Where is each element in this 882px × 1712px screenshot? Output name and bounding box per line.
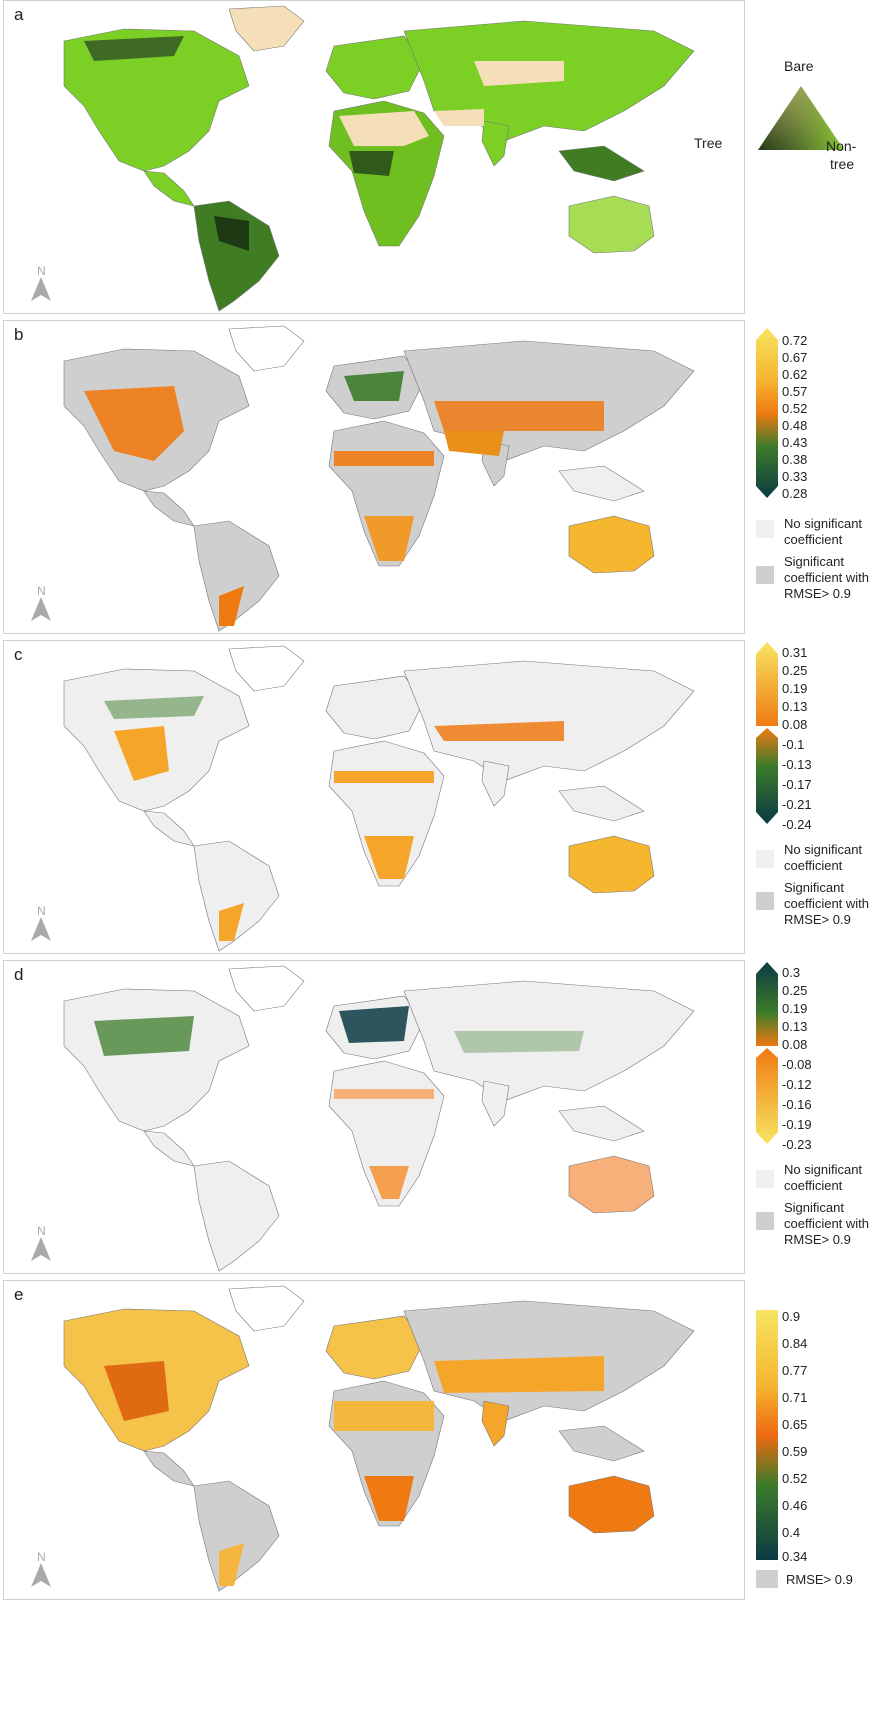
tick-label: 0.3 bbox=[782, 965, 801, 980]
tick-label: -0.24 bbox=[782, 817, 812, 832]
tick-label: 0.65 bbox=[782, 1417, 808, 1432]
no-significant-swatch bbox=[756, 520, 774, 538]
north-arrow-icon: N bbox=[26, 903, 56, 943]
tick-label: 0.59 bbox=[782, 1444, 808, 1459]
rmse-label: RMSE> 0.9 bbox=[786, 1572, 853, 1587]
panel-letter: d bbox=[14, 965, 24, 984]
map-frame: c N bbox=[3, 640, 745, 954]
tick-label: -0.08 bbox=[782, 1057, 812, 1072]
tick-label: 0.9 bbox=[782, 1309, 801, 1324]
tick-label: 0.13 bbox=[782, 1019, 808, 1034]
panel-d: d N 0.3 0.25 0.19 bbox=[0, 960, 882, 1274]
tick-label: -0.21 bbox=[782, 797, 812, 812]
tick-label: 0.34 bbox=[782, 1549, 808, 1564]
map-frame: b N bbox=[3, 320, 745, 634]
rmse-swatch bbox=[756, 1570, 778, 1588]
world-map-b bbox=[63, 325, 695, 632]
map-frame: d N bbox=[3, 960, 745, 1274]
ternary-triangle bbox=[758, 86, 844, 150]
tick-label: 0.52 bbox=[782, 1471, 808, 1486]
rmse-label: Significant coefficient with RMSE> 0.9 bbox=[784, 880, 870, 927]
colorbar bbox=[756, 1310, 778, 1560]
tick-label: 0.19 bbox=[782, 1001, 808, 1016]
tick-label: 0.08 bbox=[782, 717, 808, 732]
colorbar bbox=[756, 328, 778, 498]
north-arrow-icon: N bbox=[26, 1549, 56, 1589]
tick-label: 0.67 bbox=[782, 350, 808, 365]
panel-letter: e bbox=[14, 1285, 24, 1304]
north-arrow-icon: N bbox=[26, 583, 56, 623]
panel-c: c N 0.31 0.25 0.19 bbox=[0, 640, 882, 954]
north-label: N bbox=[37, 1550, 46, 1564]
tick-label: 0.72 bbox=[782, 333, 808, 348]
tick-label: 0.52 bbox=[782, 401, 808, 416]
ternary-label-nontree-1: Non- bbox=[826, 138, 857, 154]
rmse-swatch bbox=[756, 566, 774, 584]
colorbar-negative bbox=[756, 728, 778, 824]
tick-label: 0.33 bbox=[782, 469, 808, 484]
world-map-a bbox=[63, 5, 695, 312]
tick-label: 0.57 bbox=[782, 384, 808, 399]
no-significant-label: No significant coefficient bbox=[784, 842, 863, 873]
no-significant-swatch bbox=[756, 1170, 774, 1188]
north-label: N bbox=[37, 264, 46, 278]
colorbar-positive bbox=[756, 962, 778, 1046]
tick-label: 0.62 bbox=[782, 367, 808, 382]
tick-label: 0.4 bbox=[782, 1525, 801, 1540]
panel-b: b N 0.72 0.67 0.62 0.57 0.52 0.48 bbox=[0, 320, 882, 634]
no-significant-label: No significant coefficient bbox=[784, 516, 863, 547]
tick-label: 0.25 bbox=[782, 663, 808, 678]
map-frame: e N bbox=[3, 1280, 745, 1600]
panel-a: a N Bare Tree bbox=[0, 0, 882, 314]
tick-label: 0.13 bbox=[782, 699, 808, 714]
tick-label: 0.43 bbox=[782, 435, 808, 450]
ternary-label-nontree-2: tree bbox=[830, 156, 855, 172]
tick-label: 0.48 bbox=[782, 418, 808, 433]
tick-label: 0.46 bbox=[782, 1498, 808, 1513]
north-label: N bbox=[37, 1224, 46, 1238]
tick-label: -0.23 bbox=[782, 1137, 812, 1152]
tick-label: -0.16 bbox=[782, 1097, 812, 1112]
tick-label: -0.19 bbox=[782, 1117, 812, 1132]
colorbar-positive bbox=[756, 642, 778, 726]
tick-label: 0.31 bbox=[782, 645, 808, 660]
world-map-c bbox=[63, 645, 695, 952]
north-label: N bbox=[37, 904, 46, 918]
panel-letter: a bbox=[14, 5, 24, 24]
north-arrow-icon: N bbox=[26, 263, 56, 303]
tick-label: 0.77 bbox=[782, 1363, 808, 1378]
tick-label: -0.12 bbox=[782, 1077, 812, 1092]
tick-label: -0.1 bbox=[782, 737, 805, 752]
colorbar-negative bbox=[756, 1048, 778, 1144]
tick-label: 0.84 bbox=[782, 1336, 808, 1351]
ternary-label-bare: Bare bbox=[784, 58, 814, 74]
north-label: N bbox=[37, 584, 46, 598]
world-map-d bbox=[63, 965, 695, 1272]
tick-label: 0.25 bbox=[782, 983, 808, 998]
panel-letter: c bbox=[14, 645, 23, 664]
panel-e: e N 0.9 0.84 0.77 0.71 0.65 0.59 bbox=[0, 1280, 882, 1600]
north-arrow-icon: N bbox=[26, 1223, 56, 1263]
map-frame: a N bbox=[3, 0, 745, 314]
panel-letter: b bbox=[14, 325, 24, 344]
rmse-swatch bbox=[756, 1212, 774, 1230]
ternary-label-tree: Tree bbox=[694, 135, 723, 151]
no-significant-swatch bbox=[756, 850, 774, 868]
no-significant-label: No significant coefficient bbox=[784, 1162, 863, 1193]
rmse-label: Significant coefficient with RMSE> 0.9 bbox=[784, 1200, 870, 1247]
rmse-label: Significant coefficient with RMSE> 0.9 bbox=[784, 554, 870, 601]
tick-label: 0.08 bbox=[782, 1037, 808, 1052]
tick-label: 0.19 bbox=[782, 681, 808, 696]
tick-label: 0.71 bbox=[782, 1390, 808, 1405]
rmse-swatch bbox=[756, 892, 774, 910]
tick-label: -0.17 bbox=[782, 777, 812, 792]
tick-label: 0.38 bbox=[782, 452, 808, 467]
tick-label: 0.28 bbox=[782, 486, 808, 501]
world-map-e bbox=[63, 1285, 695, 1592]
tick-label: -0.13 bbox=[782, 757, 812, 772]
